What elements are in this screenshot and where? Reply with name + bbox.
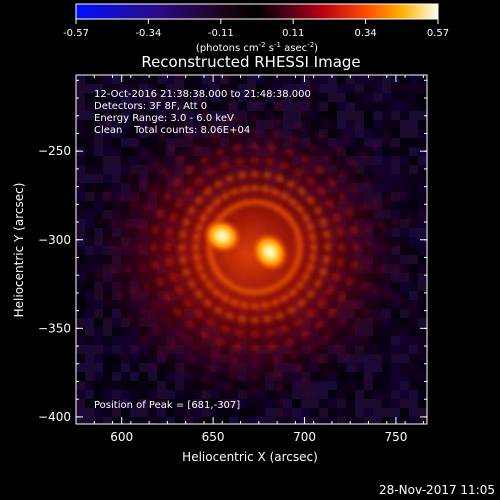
observation-annotations: 12-Oct-2016 21:38:38.000 to 21:48:38.000… — [94, 89, 311, 411]
y-tick-label: −300 — [38, 233, 71, 247]
colorbar-tick-label: -0.11 — [208, 28, 234, 39]
axis-ticks: 600 650 700 750 −250 −300 −350 −400 — [38, 75, 427, 444]
annotation-peak-position: Position of Peak = [681,-307] — [94, 400, 240, 411]
colorbar-unit-label: (photons cm-2 s-1 asec-2) — [196, 41, 318, 54]
flare-source-1 — [249, 231, 290, 273]
colorbar — [75, 3, 439, 20]
colorbar-tick-label: 0.57 — [427, 28, 449, 39]
colorbar-tick-label: 0.34 — [354, 28, 376, 39]
y-tick-label: −400 — [38, 410, 71, 424]
annotation-total-counts: Total counts: 8.06E+04 — [133, 125, 250, 136]
x-axis-label: Heliocentric X (arcsec) — [182, 450, 318, 464]
generation-date: 28-Nov-2017 11:05 — [379, 483, 495, 497]
diffuse-emission-halo — [85, 105, 415, 405]
x-tick-label: 700 — [293, 430, 316, 444]
colorbar-ticks: -0.57 -0.34 -0.11 0.11 0.34 0.57 — [63, 19, 449, 39]
flare-sources — [201, 217, 290, 273]
plot-area — [76, 75, 427, 424]
y-tick-label: −250 — [38, 144, 71, 158]
x-tick-label: 650 — [202, 430, 225, 444]
annotation-method: Clean — [94, 125, 122, 136]
radial-artifact-rays — [83, 75, 427, 419]
plot-frame — [75, 74, 428, 425]
colorbar-tick-label: -0.34 — [135, 28, 161, 39]
annotation-detectors: Detectors: 3F 8F, Att 0 — [94, 101, 207, 112]
x-tick-label: 600 — [110, 430, 133, 444]
x-tick-label: 750 — [384, 430, 407, 444]
chart-title: Reconstructed RHESSI Image — [141, 53, 360, 71]
y-axis-label: Heliocentric Y (arcsec) — [12, 183, 26, 318]
colorbar-tick-label: 0.11 — [282, 28, 304, 39]
annotation-energy-range: Energy Range: 3.0 - 6.0 keV — [94, 113, 234, 124]
flare-source-2 — [201, 217, 243, 255]
y-tick-label: −350 — [38, 321, 71, 335]
colorbar-tick-label: -0.57 — [63, 28, 89, 39]
annotation-time-range: 12-Oct-2016 21:38:38.000 to 21:48:38.000 — [94, 89, 311, 100]
